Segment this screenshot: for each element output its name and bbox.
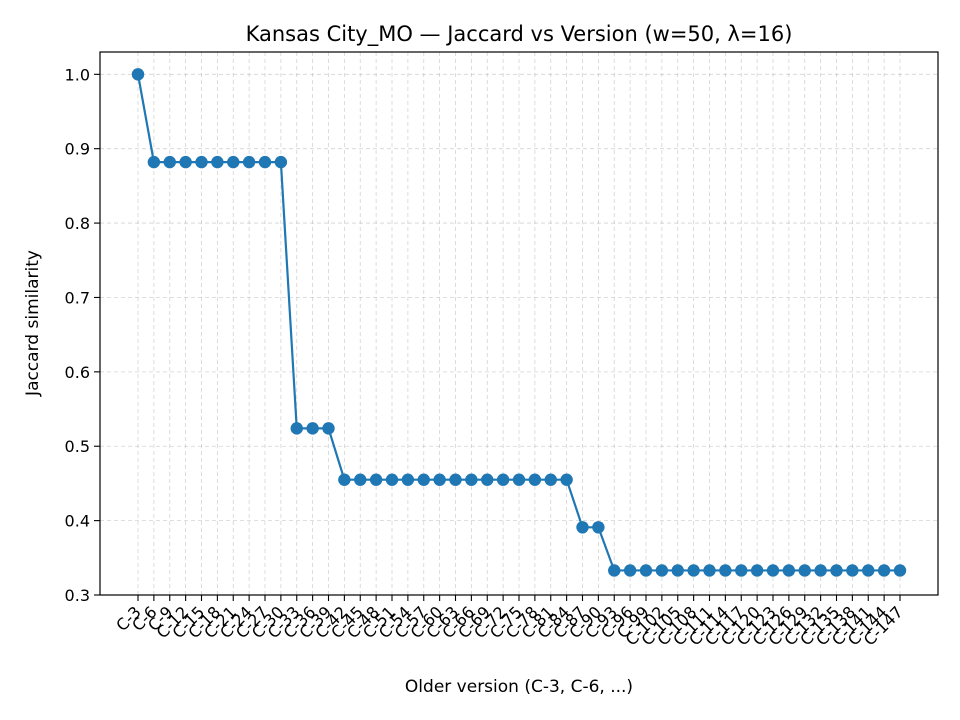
data-point (766, 564, 780, 577)
data-point (639, 564, 653, 577)
data-point (195, 155, 208, 169)
y-tick-label: 0.4 (65, 512, 90, 531)
data-point (893, 564, 907, 577)
data-point (242, 155, 256, 169)
data-point (512, 473, 526, 486)
data-point (846, 564, 859, 577)
y-tick-label: 0.9 (65, 140, 90, 159)
data-point (750, 564, 764, 577)
y-tick-label: 1.0 (65, 65, 90, 84)
data-point (719, 564, 732, 577)
data-point (131, 68, 145, 81)
data-point (576, 521, 589, 534)
y-tick-label: 0.6 (65, 363, 90, 382)
data-point (608, 564, 621, 577)
data-point (671, 564, 684, 577)
data-point (877, 564, 891, 577)
data-point (385, 473, 399, 486)
data-point (274, 155, 288, 169)
data-point (623, 564, 637, 577)
data-point (592, 521, 605, 534)
grid (100, 52, 938, 596)
data-point (211, 155, 224, 169)
data-point (862, 564, 875, 577)
x-axis: C-3C-6C-9C-12C-15C-18C-21C-24C-27C-30C-3… (112, 595, 907, 649)
data-point (655, 564, 669, 577)
y-tick-label: 0.7 (65, 288, 90, 307)
y-axis-label: Jaccard similarity (23, 250, 43, 397)
plot-frame (99, 51, 939, 596)
chart-title: Kansas City_MO — Jaccard vs Version (w=5… (246, 22, 793, 47)
y-axis: 0.3 0.4 0.5 0.6 0.7 0.8 0.9 1.0 (65, 65, 100, 605)
data-point (703, 564, 716, 577)
data-point (798, 564, 811, 577)
x-axis-label: Older version (C-3, C-6, ...) (405, 677, 633, 697)
data-point (814, 564, 827, 577)
data-point (338, 473, 351, 486)
data-point (227, 155, 240, 169)
data-point (830, 564, 843, 577)
data-point (369, 473, 383, 486)
data-point (560, 473, 573, 486)
y-tick-label: 0.5 (65, 437, 90, 456)
data-point (433, 473, 446, 486)
data-point (528, 473, 542, 486)
data-point (163, 155, 176, 169)
data-point (496, 473, 510, 486)
data-point (290, 422, 303, 435)
data-point (147, 155, 161, 169)
data-point (417, 473, 430, 486)
data-point (465, 473, 478, 486)
y-tick-label: 0.8 (65, 214, 90, 233)
data-point (449, 473, 462, 486)
data-point (782, 564, 796, 577)
data-point (354, 473, 367, 486)
data-point (258, 155, 272, 169)
data-point (481, 473, 494, 486)
data-point (179, 155, 192, 169)
data-point (322, 422, 335, 435)
data-point (735, 564, 748, 577)
y-tick-label: 0.3 (65, 586, 90, 605)
data-point (306, 422, 319, 435)
data-point (544, 473, 557, 486)
data-point (401, 473, 415, 486)
data-point (687, 564, 700, 577)
series (131, 68, 907, 577)
